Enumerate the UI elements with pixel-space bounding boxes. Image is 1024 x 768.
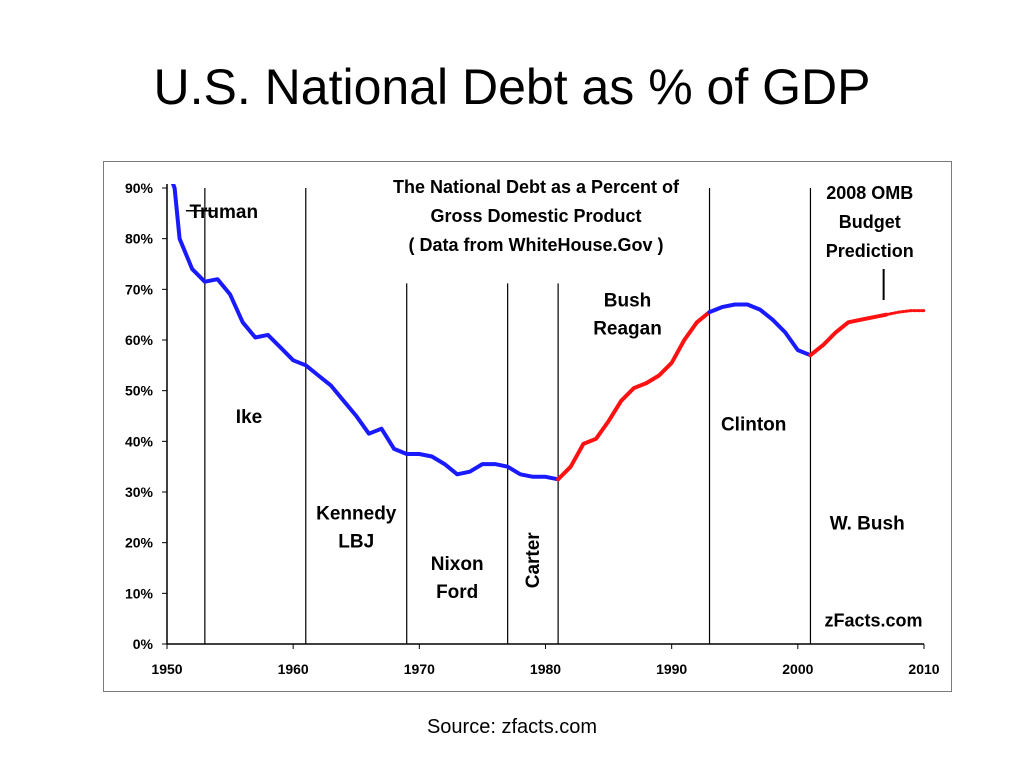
y-tick-label: 40%: [125, 433, 154, 449]
y-tick-label: 60%: [125, 332, 154, 348]
era-label: Nixon: [431, 554, 484, 575]
x-tick-label: 1950: [151, 661, 182, 677]
x-tick-label: 1990: [656, 661, 687, 677]
data-series-line-0: [170, 184, 561, 482]
chart-title-line: Gross Domestic Product: [430, 206, 641, 226]
y-tick-label: 90%: [125, 180, 154, 196]
omb-annotation-line: Prediction: [826, 241, 914, 261]
data-series-line-4: [884, 309, 926, 317]
debt-chart: 0% 10% 20% 30% 40% 50% 60% 70% 80% 90% 1950 1960 197…: [125, 177, 940, 677]
source-note: Source: zfacts.com: [426, 716, 598, 738]
y-tick-label: 20%: [125, 535, 154, 551]
omb-annotation-line: 2008 OMB: [826, 183, 913, 203]
y-tick-label: 50%: [125, 383, 154, 399]
chart-title-line: The National Debt as a Percent of: [393, 177, 680, 197]
y-tick-label: 10%: [125, 585, 154, 601]
era-label: Bush: [604, 290, 652, 311]
omb-annotation-line: Budget: [839, 212, 901, 232]
data-series-line-3: [808, 312, 889, 358]
era-label: Kennedy: [316, 503, 397, 524]
era-label: LBJ: [338, 531, 374, 552]
slide-title: U.S. National Debt as % of GDP: [153, 59, 871, 115]
data-series-line-2: [707, 302, 813, 358]
chart-title-line: ( Data from WhiteHouse.Gov ): [408, 235, 663, 255]
era-label: Ford: [436, 582, 478, 603]
y-tick-label: 70%: [125, 281, 154, 297]
y-tick-label: 0%: [133, 636, 154, 652]
x-tick-label: 1960: [278, 661, 309, 677]
x-tick-label: 2010: [908, 661, 939, 677]
carter-label: Carter: [523, 532, 544, 589]
y-tick-label: 30%: [125, 484, 154, 500]
era-label: Clinton: [721, 415, 786, 436]
y-tick-label: 80%: [125, 231, 154, 247]
x-tick-label: 1980: [530, 661, 561, 677]
chart-frame: 0% 10% 20% 30% 40% 50% 60% 70% 80% 90% 1950 1960 197…: [103, 161, 952, 692]
watermark-label: zFacts.com: [825, 610, 923, 630]
era-label: Ike: [236, 407, 262, 428]
data-series-line-1: [556, 310, 712, 482]
era-label: Reagan: [593, 318, 662, 339]
era-label: W. Bush: [830, 513, 905, 534]
x-tick-label: 1970: [404, 661, 435, 677]
x-tick-label: 2000: [782, 661, 813, 677]
era-label: Truman: [189, 202, 258, 223]
